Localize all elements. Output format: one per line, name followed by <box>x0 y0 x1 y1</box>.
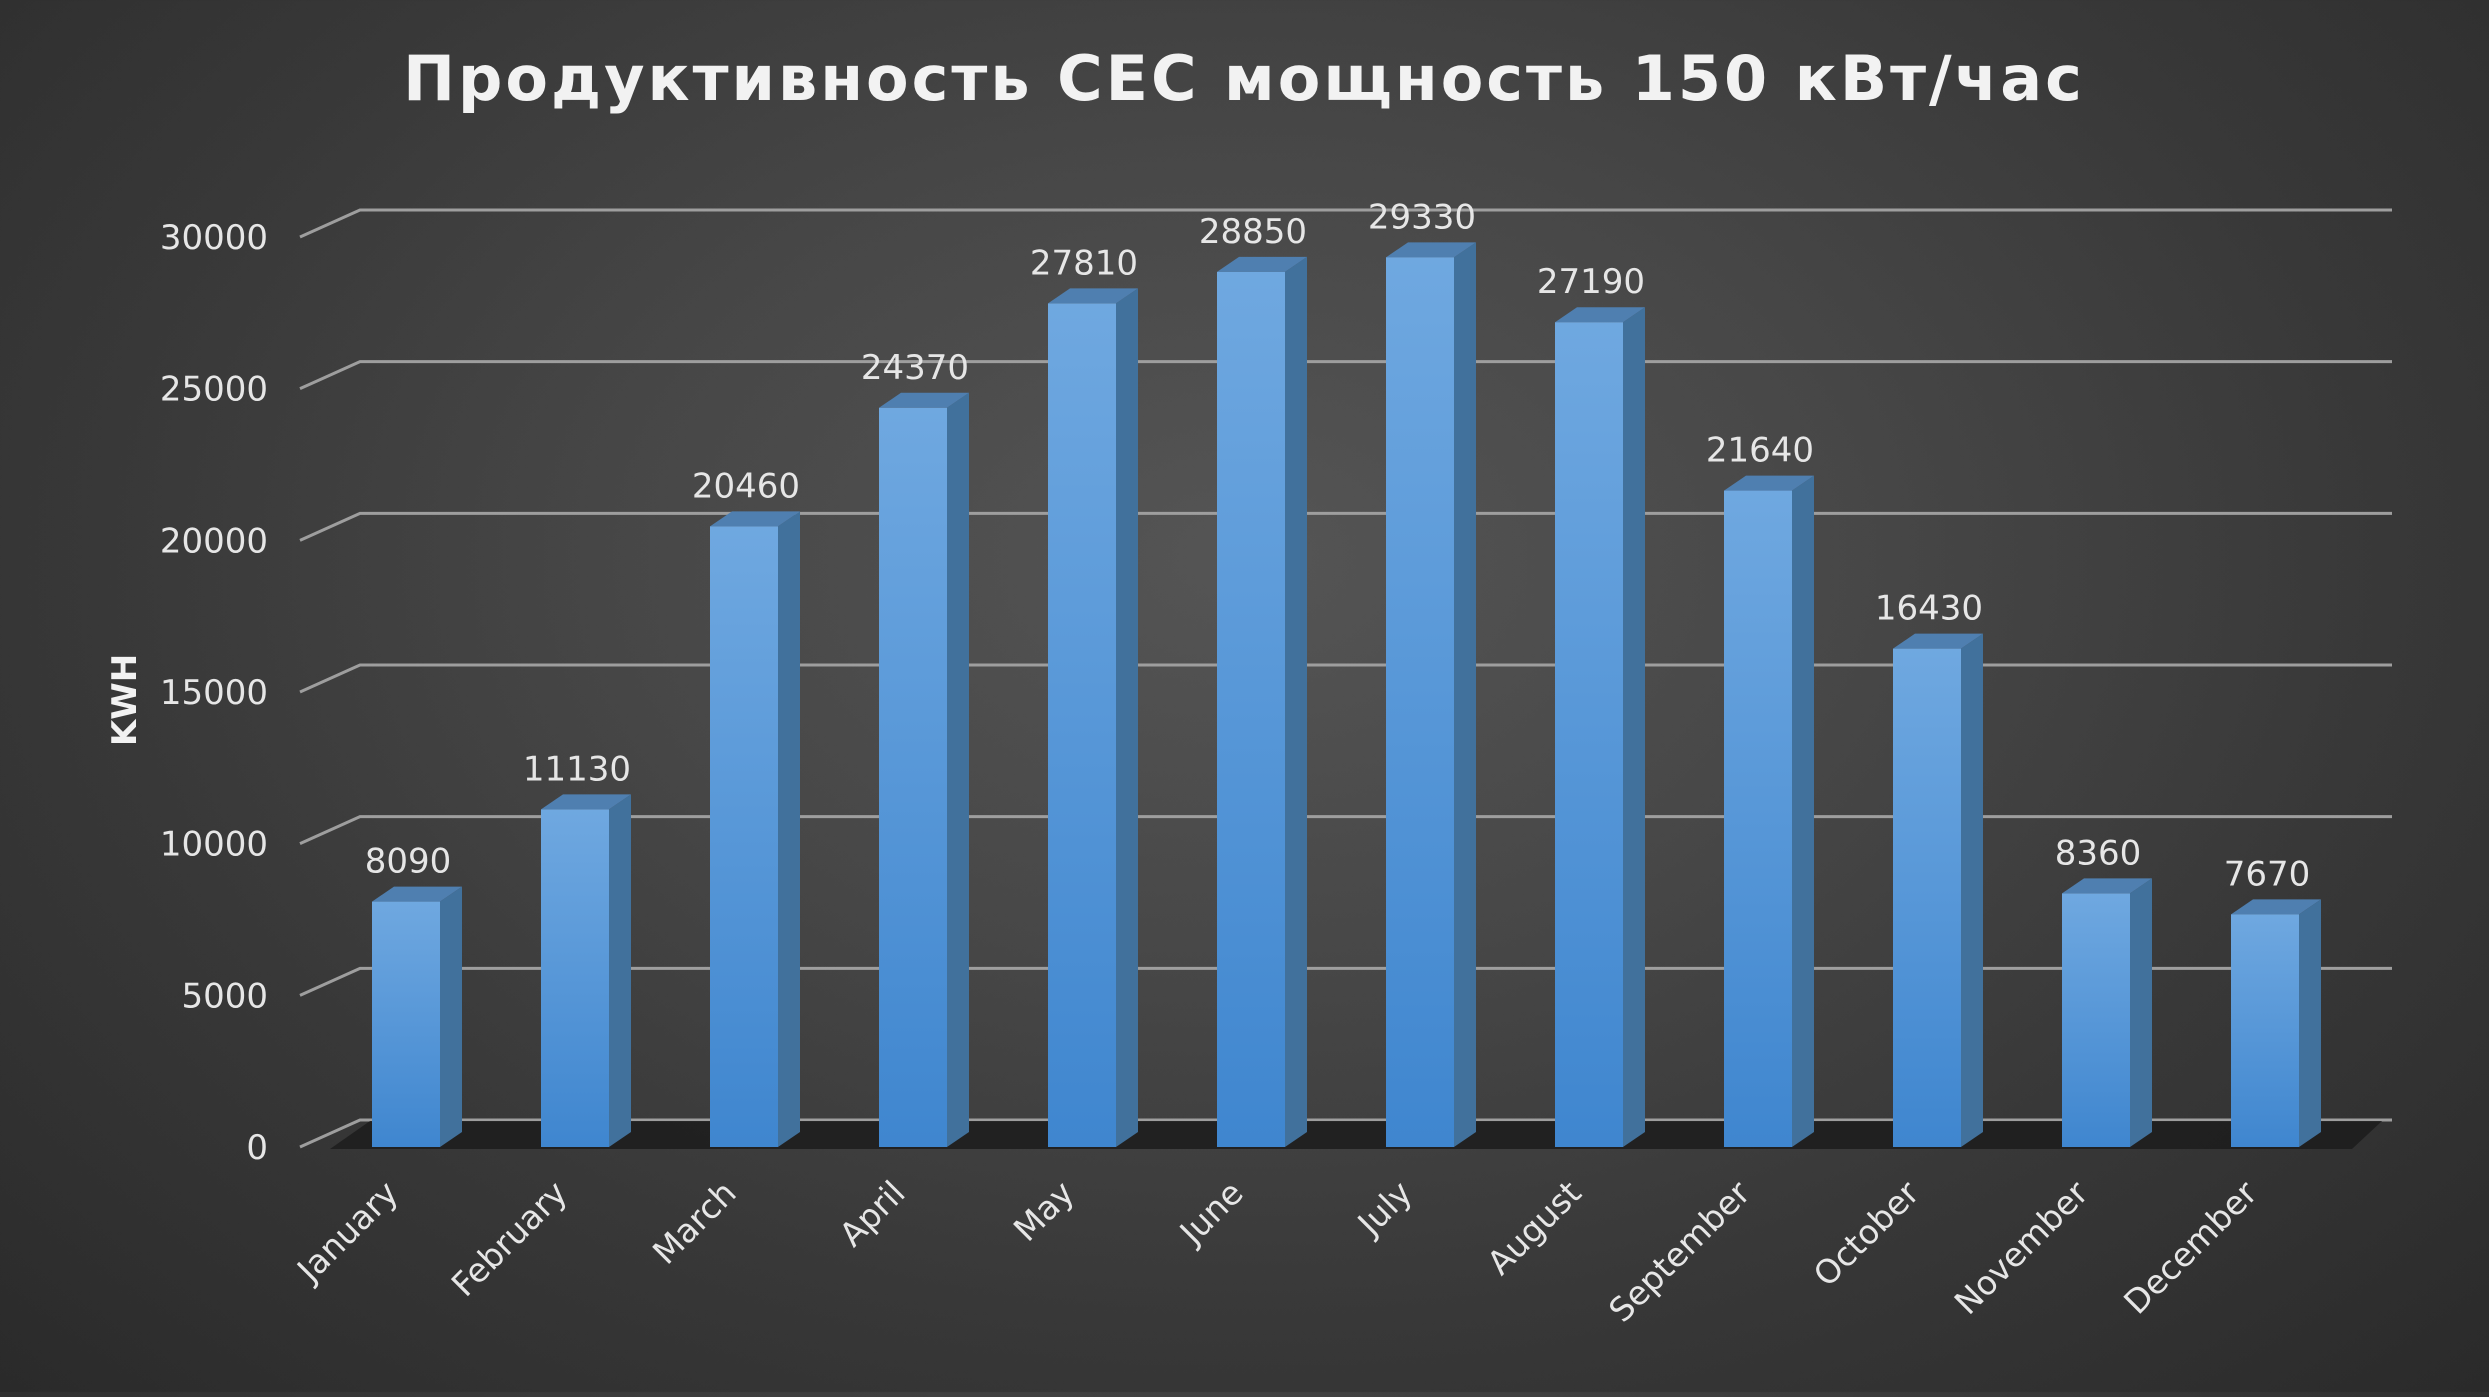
x-axis-ticks: January February March April May June July Augu… <box>288 1173 2265 1330</box>
y-tick-label: 5000 <box>181 976 268 1016</box>
bar-top <box>1724 475 1814 491</box>
y-axis-label: KWH <box>105 654 145 746</box>
data-label: 20460 <box>692 466 800 506</box>
y-axis-ticks: 0 5000 10000 15000 20000 25000 30000 <box>160 218 268 1168</box>
bar <box>1048 288 1138 1147</box>
bar <box>372 886 462 1147</box>
bar-top <box>2231 899 2321 915</box>
x-tick-label: July <box>1349 1173 1420 1244</box>
data-label: 8090 <box>365 842 452 882</box>
bar-side <box>2299 899 2321 1147</box>
y-tick-label: 10000 <box>160 825 268 865</box>
bar-top <box>710 511 800 527</box>
gridline <box>299 815 2392 846</box>
bar <box>1555 307 1645 1147</box>
bar-front <box>1048 303 1116 1147</box>
bar-side <box>1961 633 1983 1147</box>
bar <box>2062 878 2152 1147</box>
y-tick-label: 25000 <box>160 370 268 410</box>
data-label: 27810 <box>1030 243 1138 283</box>
x-tick-label: February <box>444 1173 575 1304</box>
bar-front <box>1724 490 1792 1147</box>
bar-front <box>1386 257 1454 1147</box>
bar <box>1893 633 1983 1147</box>
data-label: 11130 <box>523 749 631 789</box>
bar-side <box>440 886 462 1147</box>
data-label: 24370 <box>861 348 969 388</box>
bar-side <box>1285 256 1307 1148</box>
bar <box>879 392 969 1147</box>
x-tick-label: January <box>288 1173 405 1290</box>
bar <box>2231 899 2321 1147</box>
x-tick-label: April <box>832 1173 913 1254</box>
data-labels: 8090 11130 20460 24370 27810 28850 29330 27190 2… <box>365 197 2311 894</box>
gridline <box>299 966 2392 997</box>
bar-top <box>1217 256 1307 272</box>
bar-side <box>609 794 631 1147</box>
bar-front <box>2062 893 2130 1147</box>
x-tick-label: June <box>1171 1173 1251 1253</box>
bar <box>541 794 631 1147</box>
x-tick-label: October <box>1806 1173 1927 1294</box>
bar-top <box>1386 242 1476 258</box>
bar-side <box>1454 242 1476 1147</box>
gridline <box>299 360 2392 391</box>
bar-top <box>541 794 631 810</box>
data-label: 29330 <box>1368 197 1476 237</box>
gridlines <box>299 208 2392 1149</box>
x-tick-label: August <box>1479 1173 1588 1282</box>
data-label: 28850 <box>1199 212 1307 252</box>
x-tick-label: September <box>1601 1173 1758 1330</box>
chart-title: Продуктивность СЕС мощность 150 кВт/час <box>403 42 2085 115</box>
bar-side <box>1116 288 1138 1147</box>
bar-front <box>2231 914 2299 1147</box>
data-label: 7670 <box>2224 854 2311 894</box>
bar-top <box>879 392 969 408</box>
bar-top <box>372 886 462 902</box>
data-label: 21640 <box>1706 431 1814 471</box>
gridline <box>299 1118 2392 1149</box>
data-label: 8360 <box>2055 833 2142 873</box>
bar-front <box>541 809 609 1147</box>
bar-front <box>1555 322 1623 1147</box>
data-label: 27190 <box>1537 262 1645 302</box>
bar <box>710 511 800 1147</box>
y-tick-label: 15000 <box>160 673 268 713</box>
bar-top <box>1555 307 1645 323</box>
y-tick-label: 20000 <box>160 521 268 561</box>
bar-top <box>1048 288 1138 304</box>
bar-top <box>2062 878 2152 894</box>
bar-side <box>947 392 969 1147</box>
x-tick-label: November <box>1947 1173 2096 1322</box>
x-tick-label: May <box>1006 1173 1082 1249</box>
y-tick-label: 0 <box>246 1128 268 1168</box>
floor-shadow <box>330 1121 2382 1149</box>
bar-front <box>1893 648 1961 1147</box>
bar <box>1217 256 1307 1148</box>
gridline <box>299 511 2392 542</box>
gridline <box>299 208 2392 239</box>
bar-side <box>2130 878 2152 1147</box>
x-tick-label: December <box>2116 1173 2265 1322</box>
bar-front <box>710 526 778 1147</box>
bar-front <box>879 407 947 1147</box>
bar-side <box>1623 307 1645 1147</box>
chart-floor <box>330 1121 2382 1149</box>
data-label: 16430 <box>1875 589 1983 629</box>
bar <box>1386 242 1476 1147</box>
x-tick-label: March <box>645 1173 744 1272</box>
bar-side <box>1792 475 1814 1147</box>
gridline <box>299 663 2392 694</box>
bars <box>372 242 2321 1148</box>
bar <box>1724 475 1814 1147</box>
y-tick-label: 30000 <box>160 218 268 258</box>
bar-front <box>1217 271 1285 1148</box>
bar-front <box>372 901 440 1147</box>
bar-side <box>778 511 800 1147</box>
bar-top <box>1893 633 1983 649</box>
